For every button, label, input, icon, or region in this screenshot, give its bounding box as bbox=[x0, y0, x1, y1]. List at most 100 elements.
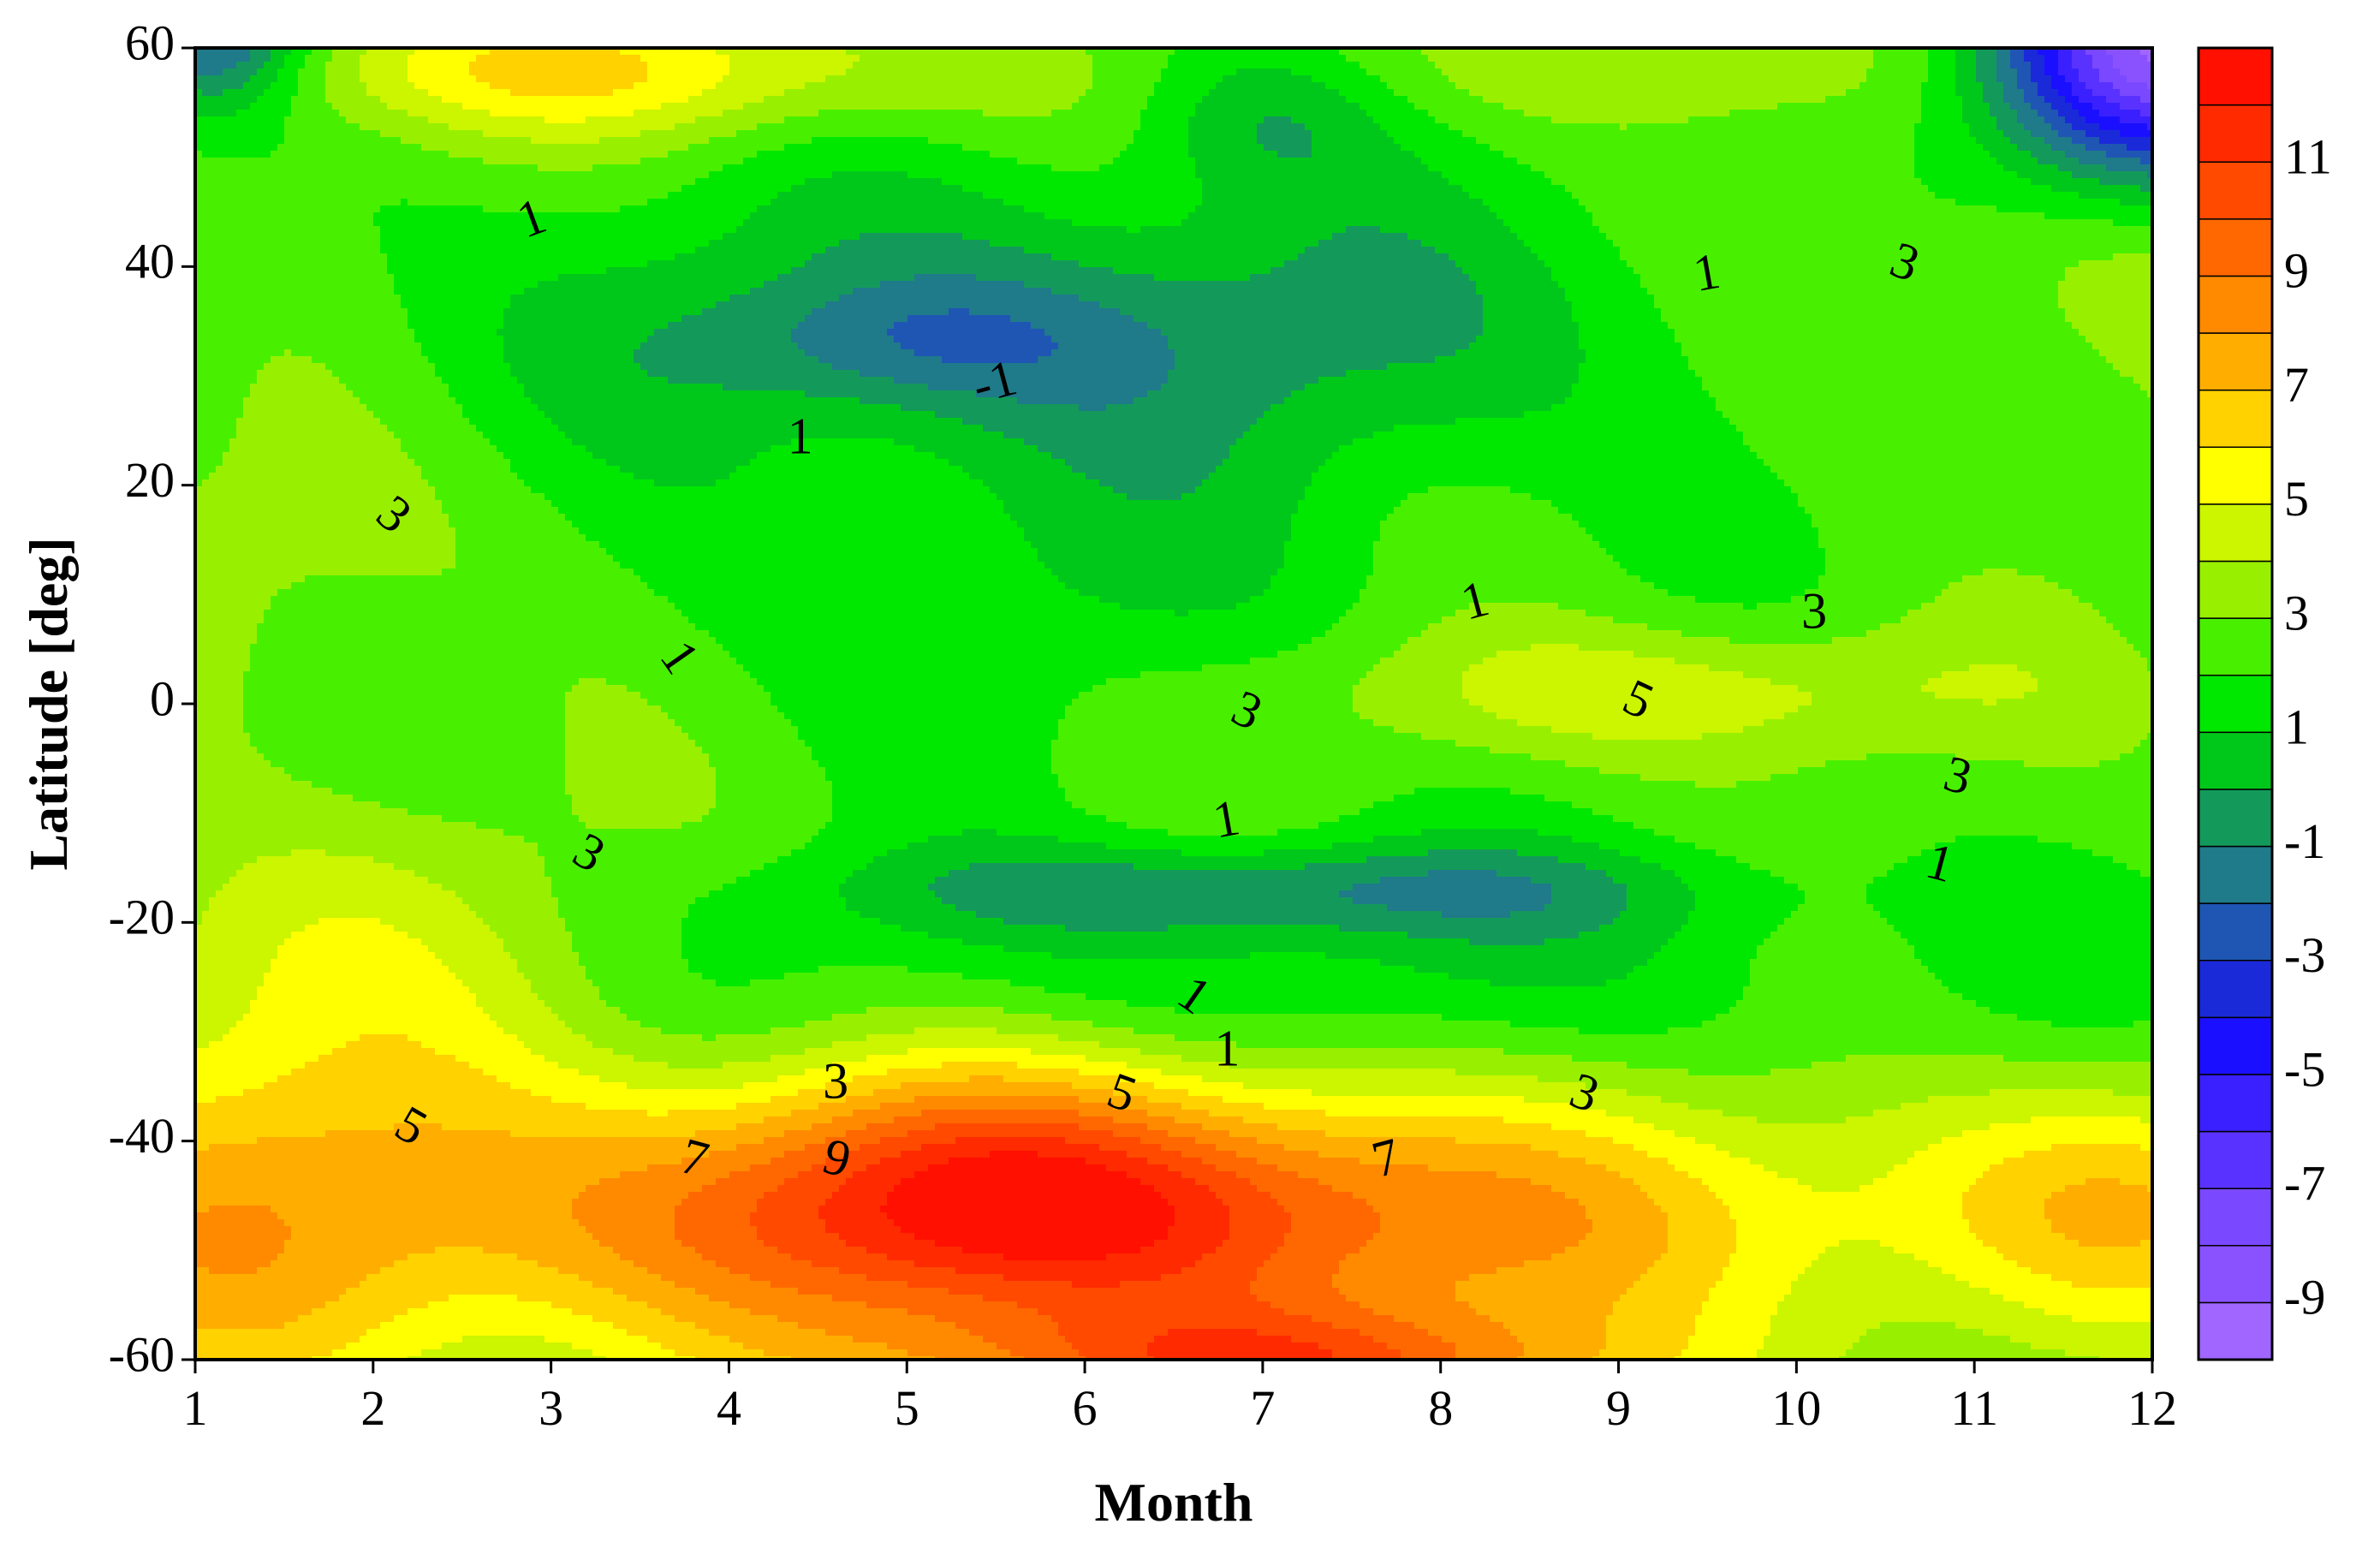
field-cell bbox=[1044, 110, 1052, 117]
field-cell bbox=[2120, 62, 2127, 69]
field-cell bbox=[2099, 55, 2107, 63]
field-cell bbox=[1373, 144, 1381, 152]
field-cell bbox=[1188, 75, 1196, 83]
field-cell bbox=[592, 137, 600, 145]
field-cell bbox=[887, 89, 895, 97]
field-cell bbox=[1517, 55, 1525, 63]
field-cell bbox=[216, 89, 223, 97]
field-cell bbox=[462, 82, 470, 90]
field-cell bbox=[1209, 75, 1217, 83]
field-cell bbox=[723, 68, 730, 76]
field-cell bbox=[264, 144, 271, 152]
field-cell bbox=[1455, 62, 1463, 69]
field-cell bbox=[1716, 103, 1723, 110]
field-cell bbox=[1257, 151, 1264, 158]
field-cell bbox=[435, 55, 443, 63]
field-cell bbox=[1695, 82, 1703, 90]
field-cell bbox=[401, 89, 408, 97]
field-cell bbox=[2127, 158, 2134, 165]
field-cell bbox=[284, 151, 292, 158]
field-cell bbox=[1510, 68, 1518, 76]
field-cell bbox=[771, 123, 778, 131]
field-cell bbox=[592, 130, 600, 138]
field-cell bbox=[1586, 144, 1593, 152]
field-cell bbox=[1421, 55, 1429, 63]
field-cell bbox=[503, 164, 511, 172]
field-cell bbox=[764, 137, 771, 145]
field-cell bbox=[1791, 158, 1799, 165]
field-cell bbox=[1394, 110, 1401, 117]
field-cell bbox=[1086, 144, 1093, 152]
field-cell bbox=[1072, 123, 1080, 131]
field-cell bbox=[647, 144, 655, 152]
field-cell bbox=[2031, 89, 2038, 97]
field-cell bbox=[1435, 75, 1443, 83]
field-cell bbox=[1462, 151, 1470, 158]
field-cell bbox=[1839, 55, 1847, 63]
field-cell bbox=[1051, 123, 1059, 131]
field-cell bbox=[1325, 96, 1333, 104]
field-cell bbox=[1647, 144, 1655, 152]
field-cell bbox=[565, 62, 573, 69]
field-cell bbox=[1894, 62, 1901, 69]
field-cell bbox=[805, 68, 812, 76]
field-cell bbox=[729, 82, 737, 90]
field-cell bbox=[483, 116, 491, 124]
field-cell bbox=[1695, 103, 1703, 110]
field-cell bbox=[1435, 144, 1443, 152]
field-cell bbox=[216, 96, 223, 104]
field-cell bbox=[339, 123, 347, 131]
field-cell bbox=[284, 137, 292, 145]
field-cell bbox=[997, 75, 1004, 83]
field-cell bbox=[1140, 75, 1148, 83]
field-cell bbox=[764, 151, 771, 158]
field-cell bbox=[955, 103, 963, 110]
field-cell bbox=[695, 144, 703, 152]
field-cell bbox=[860, 116, 867, 124]
field-cell bbox=[1044, 158, 1052, 165]
field-cell bbox=[935, 130, 943, 138]
field-cell bbox=[209, 62, 217, 69]
field-cell bbox=[1346, 151, 1354, 158]
field-cell bbox=[538, 123, 545, 131]
field-cell bbox=[1133, 55, 1141, 63]
field-cell bbox=[360, 89, 367, 97]
field-cell bbox=[1250, 130, 1258, 138]
field-cell bbox=[1825, 96, 1833, 104]
field-cell bbox=[1839, 144, 1847, 152]
field-cell bbox=[1051, 75, 1059, 83]
field-cell bbox=[1483, 75, 1490, 83]
field-cell bbox=[1264, 116, 1271, 124]
field-cell bbox=[887, 144, 895, 152]
field-cell bbox=[284, 82, 292, 90]
field-cell bbox=[1113, 137, 1121, 145]
field-cell bbox=[271, 55, 278, 63]
field-cell bbox=[990, 144, 997, 152]
field-cell bbox=[1812, 110, 1819, 117]
field-cell bbox=[291, 123, 299, 131]
field-cell bbox=[743, 116, 751, 124]
field-cell bbox=[1688, 68, 1696, 76]
field-cell bbox=[1017, 123, 1025, 131]
field-cell bbox=[1784, 123, 1792, 131]
field-cell bbox=[1373, 158, 1381, 165]
field-cell bbox=[565, 82, 573, 90]
field-cell bbox=[284, 110, 292, 117]
field-cell bbox=[558, 103, 566, 110]
field-cell bbox=[1003, 55, 1011, 63]
field-cell bbox=[613, 62, 621, 69]
field-cell bbox=[1859, 103, 1867, 110]
field-cell bbox=[716, 123, 723, 131]
field-cell bbox=[784, 62, 792, 69]
field-cell bbox=[894, 75, 901, 83]
field-cell bbox=[1394, 75, 1401, 83]
field-cell bbox=[901, 96, 908, 104]
field-cell bbox=[1935, 55, 1943, 63]
field-cell bbox=[1366, 96, 1374, 104]
field-cell bbox=[1558, 158, 1566, 165]
field-cell bbox=[1195, 158, 1203, 165]
field-cell bbox=[1360, 75, 1367, 83]
field-cell bbox=[812, 151, 819, 158]
field-cell bbox=[962, 68, 970, 76]
field-cell bbox=[1935, 123, 1943, 131]
